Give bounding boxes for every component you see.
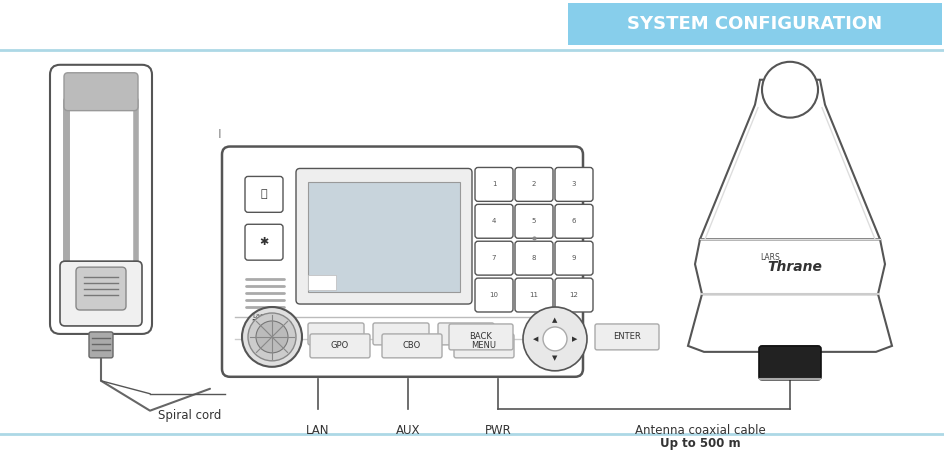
FancyBboxPatch shape	[758, 346, 820, 380]
Text: 11: 11	[529, 292, 538, 298]
Polygon shape	[687, 294, 891, 352]
Text: Spiral cord: Spiral cord	[158, 409, 221, 422]
Text: ENTER: ENTER	[613, 333, 640, 342]
Text: MENU: MENU	[471, 342, 496, 350]
FancyBboxPatch shape	[373, 323, 429, 345]
Text: 10: 10	[489, 292, 498, 298]
Polygon shape	[694, 239, 885, 294]
Text: ▶: ▶	[571, 336, 576, 342]
FancyBboxPatch shape	[475, 168, 513, 201]
Text: 9: 9	[571, 255, 576, 261]
Circle shape	[256, 321, 288, 353]
FancyBboxPatch shape	[448, 324, 513, 350]
Circle shape	[761, 62, 818, 118]
FancyBboxPatch shape	[76, 267, 126, 310]
FancyBboxPatch shape	[514, 204, 552, 238]
FancyBboxPatch shape	[554, 241, 593, 275]
FancyBboxPatch shape	[381, 334, 442, 358]
FancyBboxPatch shape	[50, 65, 152, 334]
FancyBboxPatch shape	[437, 323, 494, 345]
FancyBboxPatch shape	[308, 323, 363, 345]
Text: Lars: Lars	[252, 313, 266, 319]
Circle shape	[543, 327, 566, 351]
Text: AUX: AUX	[396, 424, 420, 437]
FancyBboxPatch shape	[295, 169, 471, 304]
FancyBboxPatch shape	[244, 176, 282, 212]
Bar	[308, 275, 336, 290]
Text: Antenna coaxial cable: Antenna coaxial cable	[634, 424, 765, 437]
Text: SYSTEM CONFIGURATION: SYSTEM CONFIGURATION	[627, 15, 882, 33]
FancyBboxPatch shape	[475, 241, 513, 275]
FancyBboxPatch shape	[453, 334, 514, 358]
Text: CBO: CBO	[402, 342, 421, 350]
Text: Thrane: Thrane	[767, 260, 821, 274]
FancyBboxPatch shape	[567, 3, 941, 45]
Text: ◀: ◀	[532, 336, 538, 342]
FancyBboxPatch shape	[244, 224, 282, 260]
Text: GPO: GPO	[330, 342, 348, 350]
FancyBboxPatch shape	[554, 278, 593, 312]
Text: 8: 8	[531, 255, 535, 261]
FancyBboxPatch shape	[222, 146, 582, 377]
Bar	[308, 183, 460, 292]
Text: BACK: BACK	[469, 333, 492, 342]
FancyBboxPatch shape	[59, 261, 142, 326]
FancyBboxPatch shape	[595, 324, 658, 350]
Text: ✱: ✱	[259, 237, 268, 247]
Text: 3: 3	[571, 181, 576, 188]
Text: LARS: LARS	[759, 253, 779, 262]
Text: 6: 6	[571, 218, 576, 224]
Text: LAN: LAN	[306, 424, 329, 437]
FancyBboxPatch shape	[514, 278, 552, 312]
FancyBboxPatch shape	[64, 73, 138, 111]
Text: 4: 4	[491, 218, 496, 224]
FancyBboxPatch shape	[310, 334, 370, 358]
FancyBboxPatch shape	[514, 241, 552, 275]
FancyBboxPatch shape	[514, 168, 552, 201]
Circle shape	[242, 307, 302, 367]
Text: ▼: ▼	[551, 355, 557, 361]
FancyBboxPatch shape	[554, 204, 593, 238]
Polygon shape	[700, 80, 879, 239]
FancyBboxPatch shape	[475, 278, 513, 312]
Text: 2: 2	[531, 181, 535, 188]
Text: Up to 500 m: Up to 500 m	[659, 437, 740, 449]
Text: ▲: ▲	[551, 317, 557, 323]
Circle shape	[522, 307, 586, 371]
Text: Thrane: Thrane	[252, 319, 293, 329]
FancyBboxPatch shape	[554, 168, 593, 201]
Text: PWR: PWR	[484, 424, 511, 437]
FancyBboxPatch shape	[89, 332, 113, 358]
Circle shape	[247, 313, 295, 361]
Text: I: I	[218, 128, 222, 141]
Text: ⏻: ⏻	[261, 189, 267, 199]
Text: 1: 1	[491, 181, 496, 188]
Text: 12: 12	[569, 292, 578, 298]
Text: 7: 7	[491, 255, 496, 261]
FancyBboxPatch shape	[475, 204, 513, 238]
Text: 5: 5	[531, 218, 535, 224]
